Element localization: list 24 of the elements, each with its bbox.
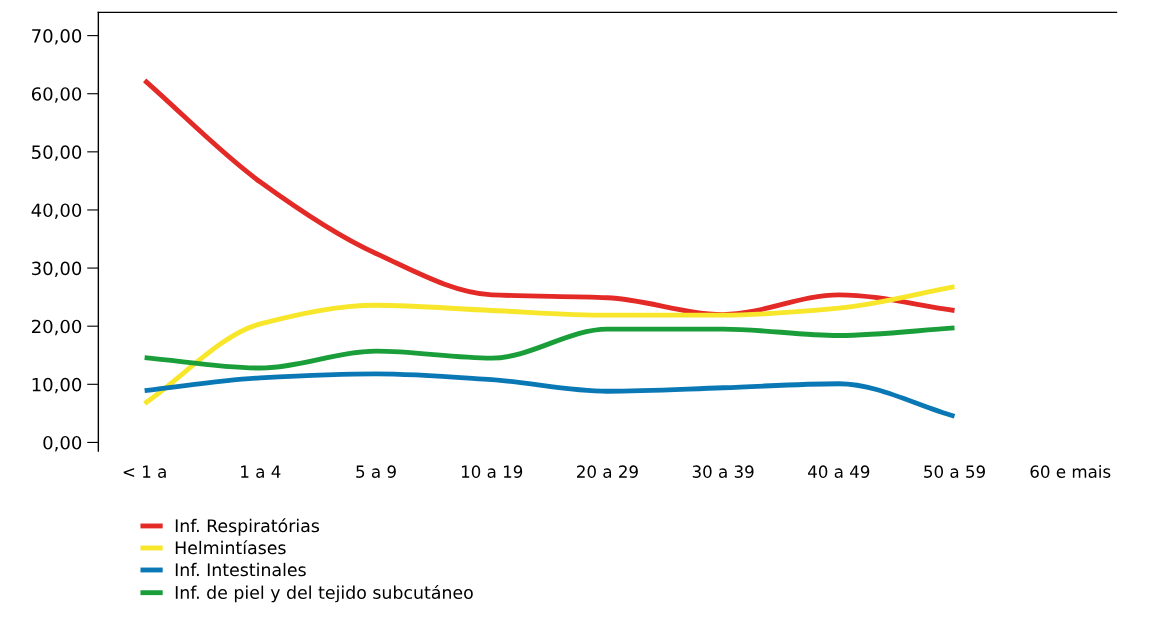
y-tick-label: 10,00	[32, 377, 82, 394]
line-series	[142, 284, 957, 406]
line-series	[142, 325, 957, 371]
legend-label: Inf. de piel y del tejido subcutáneo	[175, 584, 473, 603]
x-tick-label: 40 a 49	[808, 465, 870, 478]
y-tick-label: 20,00	[32, 319, 82, 336]
x-tick-label: 60 e mais	[1030, 465, 1111, 478]
y-tick-label: 30,00	[32, 261, 82, 278]
legend-label: Inf. Respiratórias	[175, 518, 320, 536]
y-tick-label: 40,00	[31, 203, 82, 219]
y-tick-label: 60,00	[31, 87, 82, 103]
legend-label: Inf. Intestinales	[175, 562, 306, 577]
y-tick-label: 0,00	[43, 435, 82, 452]
legend-label: Helmintíases	[175, 540, 286, 555]
y-tick-label: 50,00	[32, 145, 82, 161]
x-tick-label: 30 a 39	[692, 465, 754, 478]
x-tick-label: 1 a 4	[241, 465, 281, 478]
line-series	[142, 371, 957, 419]
x-tick-label: 5 a 9	[356, 465, 396, 478]
y-tick-label: 70,00	[32, 29, 82, 45]
x-tick-label: 20 a 29	[577, 465, 638, 478]
x-tick-label: < 1 a	[123, 465, 166, 478]
x-tick-label: 50 a 59	[924, 465, 985, 478]
x-tick-label: 10 a 19	[461, 465, 523, 478]
